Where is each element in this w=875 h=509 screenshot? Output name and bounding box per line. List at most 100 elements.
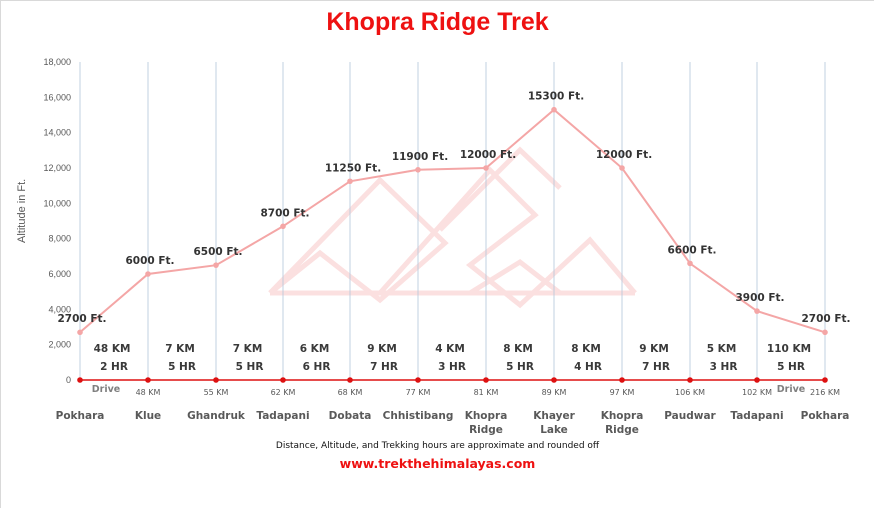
segment-distance: 8 KM: [503, 343, 533, 355]
segment-distance: 7 KM: [165, 343, 195, 355]
stop-marker: [551, 377, 557, 383]
vertical-gridlines: [79, 62, 826, 380]
place-label: Pokhara: [801, 410, 850, 422]
segment-distance: 110 KM: [767, 343, 811, 355]
y-tick-label: 16,000: [43, 92, 71, 102]
altitude-point: [483, 165, 489, 171]
altitude-point: [754, 308, 760, 314]
stop-marker: [822, 377, 828, 383]
segment-time: 3 HR: [710, 361, 738, 373]
segment-mode: Drive: [92, 384, 120, 395]
altitude-labels: 2700 Ft. 6000 Ft. 6500 Ft. 8700 Ft. 11250 Ft…: [57, 91, 850, 325]
segment-time: 2 HR: [100, 361, 128, 373]
y-tick-label: 8,000: [48, 234, 71, 244]
place-labels: Pokhara Klue Ghandruk Tadapani Dobata Chhisti…: [56, 410, 850, 436]
segment-time: 7 HR: [370, 361, 398, 373]
place-label: Ghandruk: [187, 410, 246, 422]
altitude-label: 6000 Ft.: [125, 255, 174, 267]
place-label: Khayer Lake: [533, 410, 575, 436]
stop-marker: [483, 377, 489, 383]
segment-time: 4 HR: [574, 361, 602, 373]
chart-title: Khopra Ridge Trek: [326, 8, 549, 36]
cumulative-km: 68 KM: [338, 388, 363, 397]
place-label: Chhistibang: [383, 410, 454, 422]
segment-distance: 48 KM: [94, 343, 131, 355]
segment-distance: 9 KM: [639, 343, 669, 355]
stop-marker: [213, 377, 219, 383]
segment-distance: 7 KM: [233, 343, 263, 355]
altitude-label: 6500 Ft.: [193, 246, 242, 258]
y-tick-label: 2,000: [48, 340, 71, 350]
altitude-point: [213, 262, 219, 268]
cumulative-km: 48 KM: [136, 388, 161, 397]
altitude-point: [280, 223, 286, 230]
y-tick-label: 10,000: [43, 198, 71, 208]
place-label: Khopra Ridge: [601, 410, 644, 436]
segment-time: 5 HR: [236, 361, 264, 373]
segment-labels: 48 KM 2 HR Drive 7 KM 5 HR 7 KM 5 HR 6 KM 6 HR 9 …: [92, 343, 811, 395]
y-tick-label: 0: [66, 375, 71, 385]
place-label: Tadapani: [256, 410, 309, 422]
place-label: Klue: [135, 410, 161, 422]
y-axis-label: Altitude in Ft.: [16, 179, 28, 243]
segment-distance: 9 KM: [367, 343, 397, 355]
stop-marker: [145, 377, 151, 383]
cumulative-km: 106 KM: [675, 388, 705, 397]
segment-mode: Drive: [777, 384, 805, 395]
cumulative-km: 89 KM: [542, 388, 567, 397]
website-link[interactable]: www.trekthehimalayas.com: [339, 456, 536, 471]
altitude-label: 2700 Ft.: [801, 313, 850, 325]
place-label: Pokhara: [56, 410, 105, 422]
place-label: Paudwar: [664, 410, 716, 422]
segment-distance: 6 KM: [300, 343, 330, 355]
segment-distance: 4 KM: [435, 343, 465, 355]
altitude-label: 12000 Ft.: [596, 149, 652, 161]
place-label: Tadapani: [730, 410, 783, 422]
cumulative-km: 97 KM: [610, 388, 635, 397]
y-tick-label: 6,000: [48, 269, 71, 279]
y-tick-label: 4,000: [48, 304, 71, 314]
mountain-watermark-icon: [268, 146, 637, 309]
route-baseline: [77, 377, 828, 383]
segment-distance: 5 KM: [707, 343, 737, 355]
cumulative-km: 81 KM: [474, 388, 499, 397]
segment-time: 7 HR: [642, 361, 670, 373]
footnote: Distance, Altitude, and Trekking hours a…: [275, 441, 600, 451]
altitude-polyline: [79, 108, 826, 334]
altitude-label: 3900 Ft.: [735, 292, 784, 304]
altitude-point: [415, 166, 421, 173]
stop-marker: [77, 377, 83, 383]
altitude-point: [551, 106, 557, 113]
place-label: Khopra Ridge: [465, 410, 508, 436]
cumulative-km: 62 KM: [271, 388, 296, 397]
altitude-label: 15300 Ft.: [528, 91, 584, 103]
segment-time: 3 HR: [438, 361, 466, 373]
y-axis: 0 2,000 4,000 6,000 8,000 10,000 12,000 14,000 1…: [43, 57, 71, 385]
cumulative-km: 55 KM: [204, 388, 229, 397]
segment-time: 5 HR: [777, 361, 805, 373]
cumulative-km: 77 KM: [406, 388, 431, 397]
y-tick-label: 12,000: [43, 163, 71, 173]
altitude-point: [77, 329, 83, 336]
stop-marker: [687, 377, 693, 383]
altitude-label: 12000 Ft.: [460, 149, 516, 161]
segment-distance: 8 KM: [571, 343, 601, 355]
cumulative-km-labels: 48 KM 55 KM 62 KM 68 KM 77 KM 81 KM 89 KM 97 KM…: [136, 388, 841, 397]
altitude-point: [619, 165, 625, 171]
altitude-label: 8700 Ft.: [260, 207, 309, 219]
stop-marker: [619, 377, 625, 383]
altitude-line: [77, 106, 828, 336]
y-tick-label: 18,000: [43, 57, 71, 67]
altitude-label: 2700 Ft.: [57, 313, 106, 325]
stop-marker: [280, 377, 286, 383]
cumulative-km: 216 KM: [810, 388, 840, 397]
altitude-label: 11900 Ft.: [392, 151, 448, 163]
altitude-point: [822, 329, 828, 336]
place-label: Dobata: [329, 410, 372, 422]
segment-time: 5 HR: [168, 361, 196, 373]
altitude-label: 6600 Ft.: [667, 244, 716, 256]
altitude-point: [347, 178, 353, 185]
altitude-point: [687, 260, 693, 267]
